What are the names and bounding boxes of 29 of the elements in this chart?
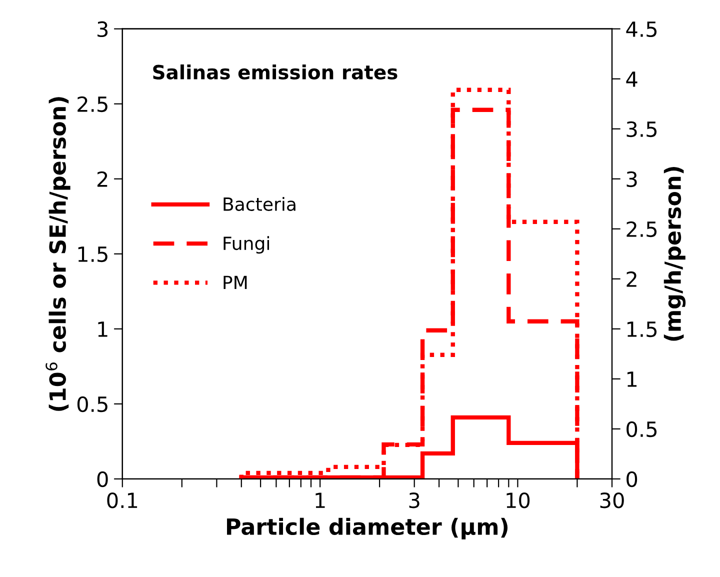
y2-tick-label: 4.5 — [626, 22, 657, 38]
y2-tick-label: 3.5 — [626, 121, 657, 138]
x-tick-label: 10 — [506, 492, 530, 508]
legend-label: PM — [224, 276, 247, 289]
x-tick-label: 1 — [316, 492, 325, 508]
y2-tick-label: 0.5 — [626, 421, 657, 438]
text: Salinas emission rates — [153, 64, 398, 80]
legend-label: Fungi — [224, 236, 270, 254]
y2-axis-title: (mg/h/person) — [664, 166, 686, 341]
y2-tick-label: 4 — [626, 72, 638, 87]
y2-tick-label: 1 — [627, 372, 637, 387]
y2-tick-label: 2 — [626, 271, 636, 287]
y-tick-label: 0.5 — [77, 396, 108, 412]
x-axis-title: Particle diameter (μm) — [227, 518, 508, 540]
y-tick-label: 1 — [98, 322, 108, 337]
y2-tick-label: 0 — [626, 471, 638, 488]
y-axis-title: (10$^{6}$ cells or SE/h/person) — [46, 97, 70, 411]
y2-tick-label: 2.5 — [626, 221, 657, 238]
x-tick-label: 3 — [409, 492, 420, 508]
y-tick-label: 3 — [98, 21, 108, 38]
y-tick-label: 1.5 — [78, 246, 108, 262]
y-tick-label: 0 — [97, 471, 108, 488]
y-tick-label: 2 — [97, 171, 108, 187]
y2-tick-label: 1.5 — [627, 322, 657, 338]
y2-tick-label: 3 — [626, 171, 637, 188]
x-tick-label: 0.1 — [107, 492, 138, 508]
x-tick-label: 30 — [600, 492, 624, 508]
legend-label: Bacteria — [224, 197, 296, 211]
y-tick-label: 2.5 — [78, 96, 108, 112]
